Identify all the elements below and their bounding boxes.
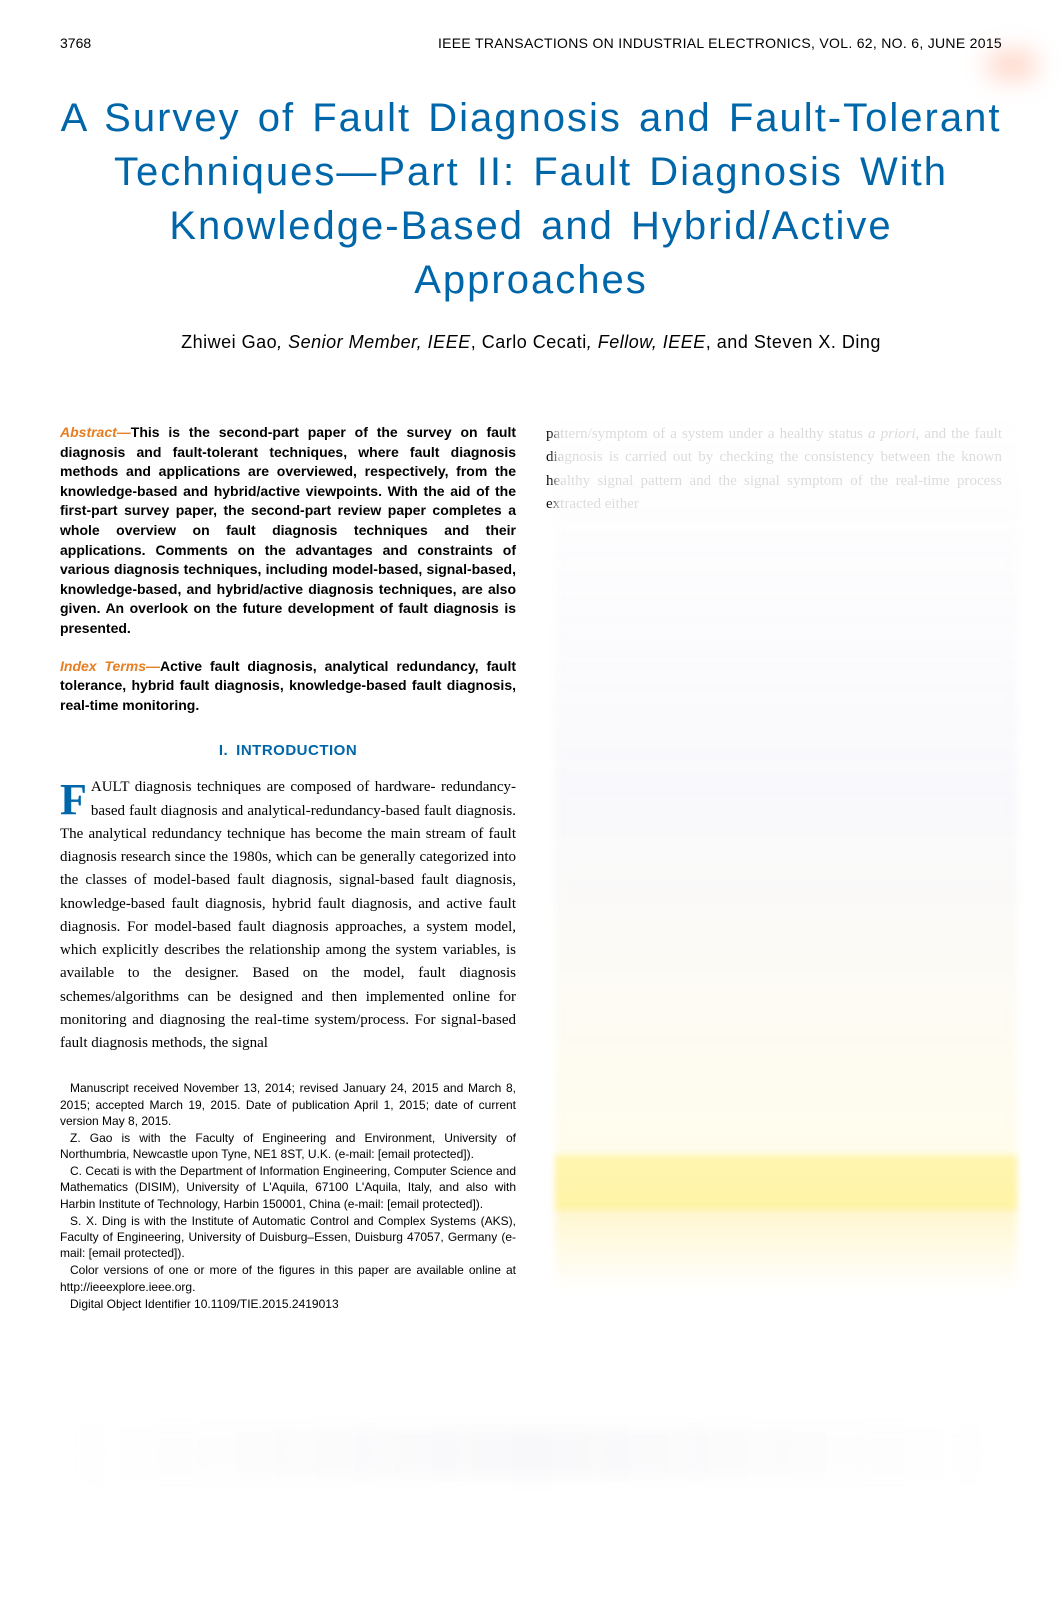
left-column: Abstract—This is the second-part paper o…: [60, 423, 516, 1313]
title-section: A Survey of Fault Diagnosis and Fault-To…: [0, 61, 1062, 373]
author2-title: , Fellow, IEEE: [587, 332, 706, 352]
section-heading: I. INTRODUCTION: [60, 740, 516, 761]
manuscript-p4: S. X. Ding is with the Institute of Auto…: [60, 1213, 516, 1262]
manuscript-p5: Color versions of one or more of the fig…: [60, 1262, 516, 1294]
intro-paragraph: FAULT diagnosis techniques are composed …: [60, 776, 516, 1055]
page-number: 3768: [60, 35, 91, 51]
bottom-blur: [60, 1428, 1002, 1478]
dropcap: F: [60, 776, 91, 820]
manuscript-p2: Z. Gao is with the Faculty of Engineerin…: [60, 1130, 516, 1162]
author3-name: , and Steven X. Ding: [706, 332, 881, 352]
abstract-text: This is the second-part paper of the sur…: [60, 424, 516, 636]
watermark-decoration: [982, 45, 1042, 85]
intro-first-line: AULT diagnosis techniques are composed o…: [91, 779, 436, 795]
index-terms-label: Index Terms—: [60, 658, 160, 674]
section-number: I.: [219, 742, 228, 759]
header-bar: 3768 IEEE TRANSACTIONS ON INDUSTRIAL ELE…: [0, 0, 1062, 61]
paper-title: A Survey of Fault Diagnosis and Fault-To…: [60, 91, 1002, 307]
manuscript-p6: Digital Object Identifier 10.1109/TIE.20…: [60, 1296, 516, 1312]
manuscript-p3: C. Cecati is with the Department of Info…: [60, 1163, 516, 1212]
blur-overlay: [555, 410, 1017, 1390]
authors-line: Zhiwei Gao, Senior Member, IEEE, Carlo C…: [60, 332, 1002, 353]
author1-title: , Senior Member, IEEE: [277, 332, 471, 352]
index-terms-paragraph: Index Terms—Active fault diagnosis, anal…: [60, 657, 516, 716]
author2-name: , Carlo Cecati: [471, 332, 587, 352]
manuscript-p1: Manuscript received November 13, 2014; r…: [60, 1080, 516, 1129]
section-title: INTRODUCTION: [236, 742, 357, 759]
journal-info: IEEE TRANSACTIONS ON INDUSTRIAL ELECTRON…: [438, 35, 1002, 51]
page-container: 3768 IEEE TRANSACTIONS ON INDUSTRIAL ELE…: [0, 0, 1062, 1598]
intro-body: redundancy-based fault diagnosis and ana…: [60, 779, 516, 1051]
highlight-band: [555, 1155, 1017, 1210]
abstract-paragraph: Abstract—This is the second-part paper o…: [60, 423, 516, 639]
author1-name: Zhiwei Gao: [181, 332, 277, 352]
abstract-label: Abstract—: [60, 424, 131, 440]
manuscript-info: Manuscript received November 13, 2014; r…: [60, 1080, 516, 1312]
